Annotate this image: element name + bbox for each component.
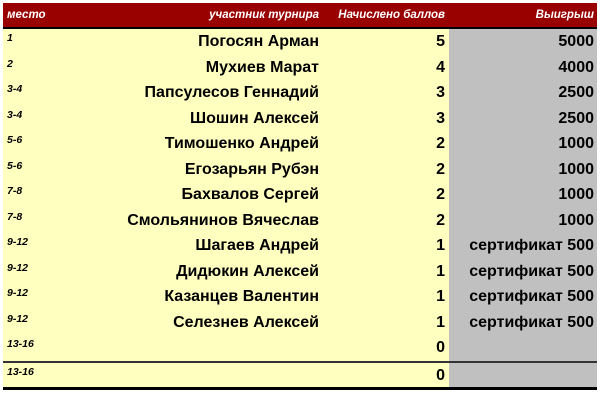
- participant-cell: Мухиев Марат: [93, 54, 323, 80]
- place-cell: 7-8: [3, 182, 93, 208]
- table-header: место участник турнира Начислено баллов …: [3, 3, 597, 29]
- prize-cell: 5000: [449, 29, 597, 55]
- points-cell: 0: [323, 335, 449, 361]
- prize-cell: 2500: [449, 105, 597, 131]
- prize-cell: 1000: [449, 156, 597, 182]
- prize-cell: [449, 362, 597, 387]
- table-body: 1 Погосян Арман 5 5000 2 Мухиев Марат 4 4000 3-4…: [3, 29, 597, 390]
- prize-cell: сертификат 500: [449, 309, 597, 335]
- header-place: место: [7, 9, 46, 21]
- points-cell: 0: [323, 362, 449, 387]
- table-row: 9-12 Дидюкин Алексей 1 сертификат 500: [3, 258, 597, 284]
- prize-cell: 2500: [449, 80, 597, 106]
- table-row: 9-12 Казанцев Валентин 1 сертификат 500: [3, 284, 597, 310]
- table-row: 7-8 Смольянинов Вячеслав 2 1000: [3, 207, 597, 233]
- points-cell: 1: [323, 284, 449, 310]
- points-cell: 2: [323, 131, 449, 157]
- prize-cell: сертификат 500: [449, 258, 597, 284]
- prize-cell: 4000: [449, 54, 597, 80]
- points-cell: 5: [323, 29, 449, 55]
- table-row: 9-12 Селезнев Алексей 1 сертификат 500: [3, 309, 597, 335]
- points-cell: 1: [323, 258, 449, 284]
- participant-cell: Казанцев Валентин: [93, 284, 323, 310]
- results-table: место участник турнира Начислено баллов …: [3, 3, 597, 390]
- table-row: 9-12 Шагаев Андрей 1 сертификат 500: [3, 233, 597, 259]
- place-cell: 3-4: [3, 105, 93, 131]
- points-cell: 1: [323, 233, 449, 259]
- table-row: 3-4 Папсулесов Геннадий 3 2500: [3, 80, 597, 106]
- place-cell: 7-8: [3, 207, 93, 233]
- points-cell: 4: [323, 54, 449, 80]
- participant-cell: Тимошенко Андрей: [93, 131, 323, 157]
- points-cell: 2: [323, 156, 449, 182]
- points-cell: 2: [323, 182, 449, 208]
- participant-cell: Смольянинов Вячеслав: [93, 207, 323, 233]
- table-row: 13-16 0: [3, 335, 597, 361]
- header-prize: Выигрыш: [535, 9, 594, 21]
- header-points: Начислено баллов: [338, 9, 445, 21]
- table-row: 2 Мухиев Марат 4 4000: [3, 54, 597, 80]
- participant-cell: Дидюкин Алексей: [93, 258, 323, 284]
- table-row: 13-16 0: [3, 360, 597, 390]
- participant-cell: Бахвалов Сергей: [93, 182, 323, 208]
- participant-cell: Шагаев Андрей: [93, 233, 323, 259]
- participant-cell: [93, 362, 323, 387]
- participant-cell: Шошин Алексей: [93, 105, 323, 131]
- table-row: 5-6 Егозарьян Рубэн 2 1000: [3, 156, 597, 182]
- participant-cell: Погосян Арман: [93, 29, 323, 55]
- prize-cell: [449, 335, 597, 361]
- place-cell: 9-12: [3, 258, 93, 284]
- place-cell: 5-6: [3, 131, 93, 157]
- prize-cell: 1000: [449, 207, 597, 233]
- points-cell: 3: [323, 80, 449, 106]
- header-participant: участник турнира: [209, 9, 319, 21]
- points-cell: 2: [323, 207, 449, 233]
- prize-cell: сертификат 500: [449, 233, 597, 259]
- place-cell: 13-16: [3, 335, 93, 361]
- place-cell: 13-16: [3, 362, 93, 387]
- place-cell: 3-4: [3, 80, 93, 106]
- participant-cell: Селезнев Алексей: [93, 309, 323, 335]
- table-row: 5-6 Тимошенко Андрей 2 1000: [3, 131, 597, 157]
- participant-cell: [93, 335, 323, 361]
- participant-cell: Папсулесов Геннадий: [93, 80, 323, 106]
- place-cell: 1: [3, 29, 93, 55]
- prize-cell: 1000: [449, 182, 597, 208]
- points-cell: 3: [323, 105, 449, 131]
- place-cell: 9-12: [3, 284, 93, 310]
- prize-cell: сертификат 500: [449, 284, 597, 310]
- participant-cell: Егозарьян Рубэн: [93, 156, 323, 182]
- points-cell: 1: [323, 309, 449, 335]
- place-cell: 9-12: [3, 309, 93, 335]
- place-cell: 5-6: [3, 156, 93, 182]
- prize-cell: 1000: [449, 131, 597, 157]
- place-cell: 2: [3, 54, 93, 80]
- place-cell: 9-12: [3, 233, 93, 259]
- table-row: 3-4 Шошин Алексей 3 2500: [3, 105, 597, 131]
- table-row: 1 Погосян Арман 5 5000: [3, 29, 597, 55]
- table-row: 7-8 Бахвалов Сергей 2 1000: [3, 182, 597, 208]
